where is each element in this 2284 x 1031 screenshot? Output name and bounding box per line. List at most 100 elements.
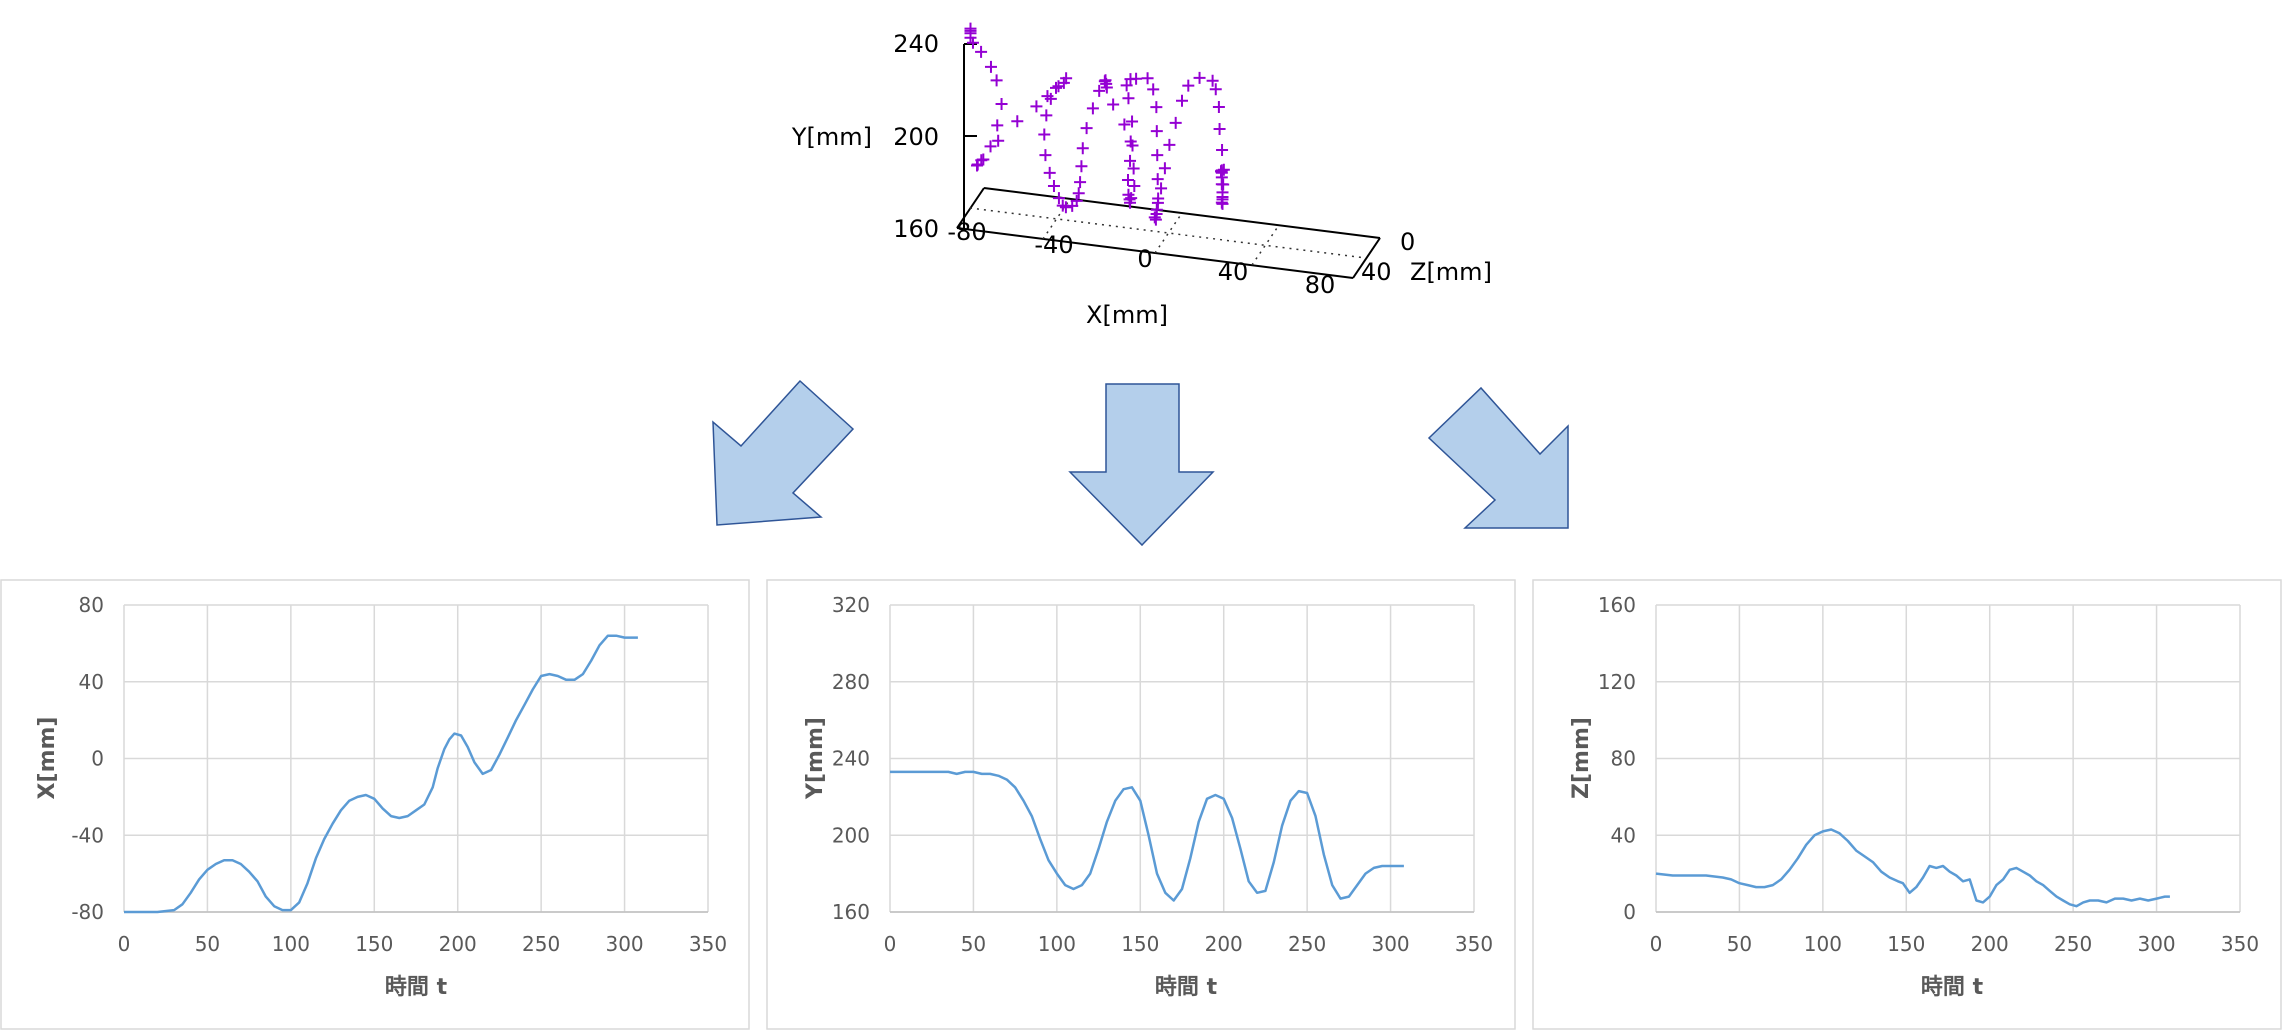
chart-panel-z: 0 40 80 120 160 0 50 100 150 200 250 300 350 Z[mm] 時… xyxy=(1532,579,2282,1030)
trajectory-point xyxy=(1052,192,1065,205)
z3d-tick: 40 xyxy=(1361,258,1392,286)
trajectory-point xyxy=(1118,118,1131,131)
trajectory-point xyxy=(1122,173,1134,186)
y-tick-label: 0 xyxy=(1623,900,1636,924)
arrows xyxy=(712,379,1569,547)
x-tick-label: 350 xyxy=(2221,932,2259,956)
trajectory-point xyxy=(1206,74,1219,87)
x-tick-label: 300 xyxy=(1371,932,1409,956)
trajectory-point xyxy=(1182,79,1195,92)
trajectory-point xyxy=(1100,81,1113,94)
x-tick-label: 0 xyxy=(118,932,131,956)
trajectory-point xyxy=(1060,72,1073,85)
trajectory-point xyxy=(1120,79,1133,92)
y-tick-label: 320 xyxy=(832,593,870,617)
trajectory-point xyxy=(966,36,979,49)
x3d-tick: 40 xyxy=(1218,258,1249,286)
trajectory-point xyxy=(1011,115,1024,128)
y-axis-label: Y[mm] xyxy=(803,717,828,800)
arrow-to-x xyxy=(712,379,855,526)
x-tick-label: 250 xyxy=(2054,932,2092,956)
series-line xyxy=(890,770,1404,902)
x-tick-label: 0 xyxy=(1650,932,1663,956)
trajectory-point xyxy=(1128,179,1141,192)
x-tick-label: 50 xyxy=(195,932,220,956)
x-tick-label: 100 xyxy=(1038,932,1076,956)
trajectory-point xyxy=(1216,144,1229,157)
trajectory-point xyxy=(1070,194,1083,207)
y-tick-label: 200 xyxy=(832,823,870,847)
trajectory-point xyxy=(1213,123,1226,135)
trajectory-point xyxy=(1193,71,1206,84)
x-tick-label: 350 xyxy=(689,932,727,956)
trajectory-point xyxy=(1155,182,1168,195)
trajectory-point xyxy=(1043,166,1056,179)
trajectory-3d-plot: 240 200 160 Y[mm] -80 -40 0 40 80 X[mm] … xyxy=(791,22,1492,329)
trajectory-point xyxy=(1074,176,1087,189)
trajectory-point xyxy=(1107,98,1120,111)
y-tick-label: 240 xyxy=(832,747,870,771)
x3d-tick: -80 xyxy=(947,218,986,246)
trajectory-point xyxy=(1163,138,1176,151)
y-axis-label: Z[mm] xyxy=(1569,717,1594,799)
x-tick-label: 300 xyxy=(605,932,643,956)
trajectory-point xyxy=(1176,94,1188,107)
x-tick-label: 150 xyxy=(1121,932,1159,956)
trajectory-point xyxy=(1086,102,1099,115)
trajectory-point xyxy=(1209,83,1222,96)
plot3d-axes xyxy=(956,43,1381,279)
trajectory-point xyxy=(1147,83,1160,96)
x-tick-label: 150 xyxy=(1887,932,1925,956)
trajectory-point xyxy=(1047,180,1060,192)
trajectory-point xyxy=(1127,162,1140,175)
y-tick-label: 280 xyxy=(832,670,870,694)
y-tick-label: 160 xyxy=(1598,593,1636,617)
trajectory-points xyxy=(964,22,1230,226)
y-tick-label: -80 xyxy=(71,900,104,924)
x-axis-label: 時間 t xyxy=(1921,975,1984,1000)
trajectory-point xyxy=(1093,84,1106,97)
trajectory-point xyxy=(1169,116,1182,129)
x-tick-label: 150 xyxy=(355,932,393,956)
x-tick-label: 50 xyxy=(961,932,986,956)
x3d-tick: -40 xyxy=(1034,231,1073,259)
y3d-axis-label: Y[mm] xyxy=(791,123,872,151)
x-tick-label: 0 xyxy=(884,932,897,956)
x-tick-label: 300 xyxy=(2137,932,2175,956)
trajectory-point xyxy=(977,153,990,166)
series-line xyxy=(124,634,638,914)
x-tick-label: 250 xyxy=(522,932,560,956)
y-tick-label: 120 xyxy=(1598,670,1636,694)
trajectory-point xyxy=(1040,109,1053,122)
trajectory-point xyxy=(1044,92,1057,105)
trajectory-point xyxy=(1052,80,1065,93)
trajectory-point xyxy=(1150,101,1163,114)
y-axis-label: X[mm] xyxy=(35,717,60,800)
arrow-to-z xyxy=(1427,386,1569,529)
trajectory-point xyxy=(1130,72,1143,85)
trajectory-point xyxy=(984,60,997,73)
trajectory-point xyxy=(1075,160,1088,173)
x-tick-label: 50 xyxy=(1727,932,1752,956)
y-tick-label: 0 xyxy=(91,747,104,771)
trajectory-point xyxy=(1080,122,1093,135)
trajectory-point xyxy=(1151,196,1164,209)
x-tick-label: 200 xyxy=(439,932,477,956)
z3d-axis-label: Z[mm] xyxy=(1410,258,1492,286)
trajectory-point xyxy=(1126,139,1139,152)
x-tick-label: 250 xyxy=(1288,932,1326,956)
trajectory-point xyxy=(1122,92,1135,105)
arrow-to-y xyxy=(1068,383,1215,547)
y3d-tick: 240 xyxy=(893,30,939,58)
trajectory-point xyxy=(1212,101,1225,113)
trajectory-point xyxy=(1141,72,1154,85)
x-tick-label: 100 xyxy=(272,932,310,956)
trajectory-point xyxy=(1150,208,1163,221)
y-tick-label: 80 xyxy=(79,593,104,617)
series-line xyxy=(1655,828,2170,908)
trajectory-point xyxy=(1126,115,1139,128)
trajectory-point xyxy=(991,119,1004,132)
chart-panel-y: 160 200 240 280 320 0 50 100 150 200 250 300 350 Y[m… xyxy=(766,579,1516,1030)
x-tick-label: 350 xyxy=(1455,932,1493,956)
